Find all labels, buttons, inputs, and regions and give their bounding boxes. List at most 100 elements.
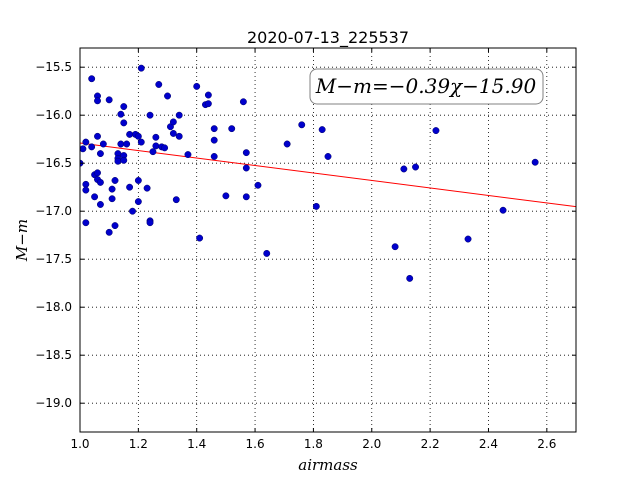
data-point <box>117 140 125 148</box>
data-point <box>242 149 250 157</box>
data-point <box>134 132 142 140</box>
data-point <box>184 151 192 159</box>
data-point <box>432 127 440 135</box>
data-point <box>117 110 125 118</box>
data-point <box>210 153 218 160</box>
data-point <box>94 169 101 177</box>
data-point <box>391 243 399 251</box>
data-point <box>242 193 250 201</box>
data-point <box>155 81 163 88</box>
data-point <box>88 75 96 83</box>
x-tick-label: 2.0 <box>362 437 381 451</box>
data-point <box>531 158 539 166</box>
data-point <box>82 138 90 146</box>
data-point <box>105 228 113 236</box>
x-tick-label: 1.4 <box>187 437 206 451</box>
data-point <box>111 222 119 230</box>
data-point <box>96 178 104 186</box>
y-tick-label: −17.0 <box>35 204 72 218</box>
annotation-text: M−m=−0.39χ−15.90 <box>315 74 537 98</box>
data-point <box>406 274 414 282</box>
data-point <box>114 157 122 165</box>
data-point <box>96 150 104 158</box>
x-tick-label: 1.8 <box>304 437 323 451</box>
x-tick-label: 2.6 <box>537 437 556 451</box>
y-tick-label: −18.5 <box>35 348 72 362</box>
data-point <box>324 153 332 160</box>
data-point <box>193 82 201 90</box>
data-point <box>175 132 183 140</box>
data-point <box>108 185 116 193</box>
data-point <box>94 97 101 105</box>
annotation-box <box>309 68 544 105</box>
data-point <box>204 100 212 108</box>
data-point <box>210 136 218 144</box>
data-point <box>134 198 142 206</box>
data-point <box>263 249 271 257</box>
y-tick-label: −19.0 <box>35 396 72 410</box>
data-point <box>80 145 87 153</box>
data-point <box>312 202 320 210</box>
data-point <box>99 140 107 148</box>
data-point <box>400 165 408 173</box>
fit-line <box>80 142 576 208</box>
data-point <box>172 196 180 204</box>
data-point <box>137 64 145 72</box>
y-tick-label: −16.0 <box>35 108 72 122</box>
data-point <box>129 207 136 215</box>
data-point <box>120 156 128 164</box>
data-point <box>175 111 183 119</box>
data-point <box>239 98 247 106</box>
data-point <box>94 132 101 140</box>
x-axis-label: airmass <box>298 456 358 474</box>
data-point <box>464 235 472 243</box>
data-point <box>164 92 171 100</box>
data-point <box>204 91 212 99</box>
data-point <box>120 103 128 111</box>
y-tick-label: −15.5 <box>35 60 72 74</box>
data-point <box>242 164 250 172</box>
data-point <box>228 125 236 133</box>
data-point <box>120 119 128 127</box>
y-tick-label: −18.0 <box>35 300 72 314</box>
data-point <box>137 138 145 146</box>
data-point <box>96 201 104 208</box>
data-point <box>126 183 134 191</box>
x-tick-label: 2.4 <box>479 437 498 451</box>
data-point <box>210 125 218 133</box>
data-point <box>108 195 116 203</box>
x-tick-label: 1.6 <box>246 437 265 451</box>
y-axis-label: M−m <box>13 219 31 262</box>
data-point <box>152 133 160 141</box>
data-point <box>146 219 154 227</box>
plot-frame <box>79 47 577 433</box>
data-point <box>152 142 160 150</box>
data-point <box>161 144 169 152</box>
y-tick-label: −17.5 <box>35 252 72 266</box>
data-point <box>82 180 90 188</box>
axis-ticks: 1.0 1.2 1.4 1.6 1.8 2.0 2.2 2.4 2.6 −15.5 −16.0 −16… <box>35 48 576 451</box>
data-point <box>134 177 142 184</box>
data-point <box>222 192 230 200</box>
data-point <box>111 177 119 184</box>
grid <box>79 48 576 432</box>
chart-title: 2020-07-13_225537 <box>247 28 409 48</box>
data-point <box>196 234 204 242</box>
data-point <box>254 181 262 189</box>
x-tick-label: 1.0 <box>70 437 89 451</box>
data-point <box>82 186 90 194</box>
x-tick-label: 1.2 <box>129 437 148 451</box>
y-tick-label: −16.5 <box>35 156 72 170</box>
data-point <box>146 111 154 119</box>
fit-annotation: M−m=−0.39χ−15.90 <box>309 68 544 105</box>
plot-background <box>80 48 576 432</box>
data-point <box>169 129 177 137</box>
data-point <box>123 140 131 148</box>
data-point <box>105 96 113 104</box>
data-point <box>149 148 157 156</box>
data-point <box>88 143 96 151</box>
data-point <box>169 118 177 126</box>
data-point <box>499 206 507 214</box>
data-point <box>82 219 90 227</box>
